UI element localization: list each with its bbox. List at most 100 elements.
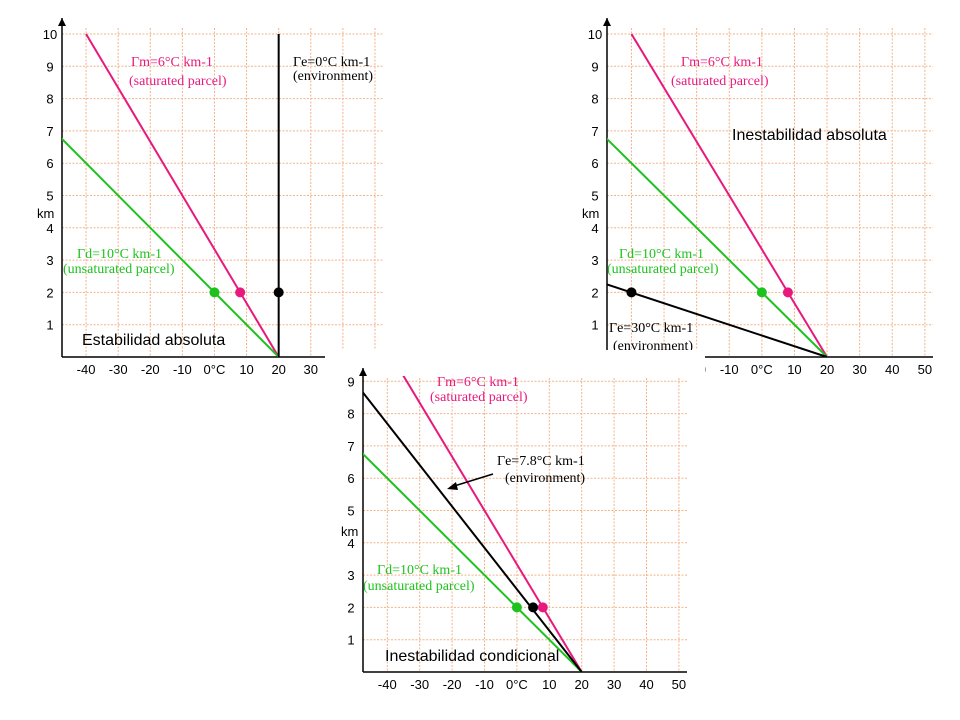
y-tick-label: 5 — [46, 189, 53, 204]
series-line — [402, 376, 583, 672]
legend-dry: Γd=10°C km-1 (unsaturated parcel) — [607, 247, 719, 277]
y-tick-label: 9 — [591, 59, 598, 74]
svg-text:Γe=7.8°C km-1: Γe=7.8°C km-1 — [497, 454, 585, 469]
series-line — [630, 33, 828, 357]
x-tick-label: -40 — [77, 362, 96, 377]
series-line — [363, 452, 583, 672]
legend-dry: Γd=10°C km-1 (unsaturated parcel) — [63, 247, 175, 277]
series-lines — [363, 376, 583, 672]
svg-text:Γe=30°C km-1: Γe=30°C km-1 — [609, 321, 693, 336]
y-tick-label: 2 — [591, 285, 598, 300]
y-tick-label: 7 — [46, 124, 53, 139]
x-tick-label: 30 — [304, 362, 318, 377]
x-tick-label: 0°C — [751, 362, 773, 377]
legend-environment: Γe=0°C km-1 (environment) — [293, 55, 373, 84]
panel-caption: Inestabilidad absoluta — [732, 127, 887, 144]
data-points — [511, 602, 548, 613]
svg-text:(environment): (environment) — [293, 69, 373, 84]
environment-arrow — [447, 473, 494, 490]
x-tick-label: -20 — [141, 362, 160, 377]
svg-text:(saturated parcel): (saturated parcel) — [129, 74, 227, 89]
x-tick-label: 10 — [239, 362, 253, 377]
x-tick-label: -30 — [410, 677, 429, 692]
x-tick-label: 10 — [542, 677, 556, 692]
y-tick-label: 1 — [347, 633, 354, 648]
y-tick-label: 4 — [347, 536, 354, 551]
y-tick-label: 2 — [347, 600, 354, 615]
y-tick-label: 8 — [591, 92, 598, 107]
y-tick-label: 5 — [591, 189, 598, 204]
series-lines — [607, 33, 828, 357]
series-line — [85, 33, 280, 357]
axes — [359, 368, 687, 673]
grid — [363, 378, 687, 672]
legend-moist: Γm=6°C km-1 (saturated parcel) — [430, 375, 528, 405]
y-axis-arrow — [603, 18, 611, 26]
y-axis-label: km — [37, 206, 54, 221]
svg-text:(environment): (environment) — [505, 471, 585, 486]
svg-text:(saturated parcel): (saturated parcel) — [671, 74, 769, 89]
svg-text:Γe=0°C km-1: Γe=0°C km-1 — [293, 55, 370, 70]
parcel-point — [626, 287, 637, 298]
x-tick-label: 0°C — [506, 677, 528, 692]
y-tick-label: 3 — [46, 253, 53, 268]
x-tick-label: 30 — [607, 677, 621, 692]
y-tick-label: 10 — [588, 27, 602, 42]
svg-text:Γd=10°C km-1: Γd=10°C km-1 — [77, 247, 162, 262]
svg-text:(unsaturated parcel): (unsaturated parcel) — [63, 262, 175, 277]
parcel-point — [782, 287, 793, 298]
svg-text:Γm=6°C km-1: Γm=6°C km-1 — [131, 55, 213, 70]
y-tick-label: 6 — [46, 156, 53, 171]
svg-text:(unsaturated parcel): (unsaturated parcel) — [607, 262, 719, 277]
y-axis-arrow — [58, 18, 66, 26]
x-tick-label: -30 — [109, 362, 128, 377]
y-axis-label: km — [582, 206, 599, 221]
y-tick-label: 3 — [347, 568, 354, 583]
y-tick-label: 6 — [347, 471, 354, 486]
x-tick-label: 10 — [787, 362, 801, 377]
x-tick-label: -10 — [475, 677, 494, 692]
x-tick-label: 50 — [672, 677, 686, 692]
x-tick-label: -20 — [443, 677, 462, 692]
x-tick-label: -40 — [378, 677, 397, 692]
y-tick-label: 4 — [591, 221, 598, 236]
panel-caption: Inestabilidad condicional — [385, 648, 559, 665]
legend-moist: Γm=6°C km-1 (saturated parcel) — [129, 55, 227, 89]
parcel-point — [511, 602, 522, 613]
y-tick-label: 6 — [591, 156, 598, 171]
grid — [607, 28, 933, 357]
data-points — [626, 287, 793, 298]
svg-text:(unsaturated parcel): (unsaturated parcel) — [363, 579, 475, 594]
series-line — [363, 390, 583, 672]
svg-text:Γd=10°C km-1: Γd=10°C km-1 — [619, 247, 704, 262]
series-line — [62, 137, 280, 357]
svg-text:Γd=10°C km-1: Γd=10°C km-1 — [377, 563, 462, 578]
panel-caption: Estabilidad absoluta — [82, 332, 225, 349]
series-line — [607, 137, 828, 357]
legend-moist: Γm=6°C km-1 (saturated parcel) — [671, 55, 769, 89]
y-tick-label: 4 — [46, 221, 53, 236]
svg-text:Γm=6°C km-1: Γm=6°C km-1 — [681, 55, 763, 70]
y-tick-label: 10 — [43, 27, 57, 42]
x-tick-label: 20 — [820, 362, 834, 377]
x-tick-label: 20 — [271, 362, 285, 377]
y-tick-label: 8 — [46, 92, 53, 107]
legend-dry: Γd=10°C km-1 (unsaturated parcel) — [363, 563, 475, 594]
x-tick-label: 40 — [885, 362, 899, 377]
y-tick-label: 7 — [347, 439, 354, 454]
x-tick-label: 50 — [918, 362, 932, 377]
tick-labels: -40 -30 -20 -10 0°C 10 20 30 40 50 1 2 3 4 5 6 7 8 9 — [347, 374, 686, 692]
y-tick-label: 7 — [591, 124, 598, 139]
x-tick-label: 20 — [574, 677, 588, 692]
svg-text:(saturated parcel): (saturated parcel) — [430, 390, 528, 405]
x-tick-label: 40 — [639, 677, 653, 692]
parcel-point — [235, 287, 246, 298]
y-axis-arrow — [359, 368, 367, 376]
y-tick-label: 1 — [46, 318, 53, 333]
parcel-point — [537, 602, 548, 613]
y-tick-label: 3 — [591, 253, 598, 268]
series-lines — [62, 33, 280, 357]
x-tick-label: -10 — [720, 362, 739, 377]
